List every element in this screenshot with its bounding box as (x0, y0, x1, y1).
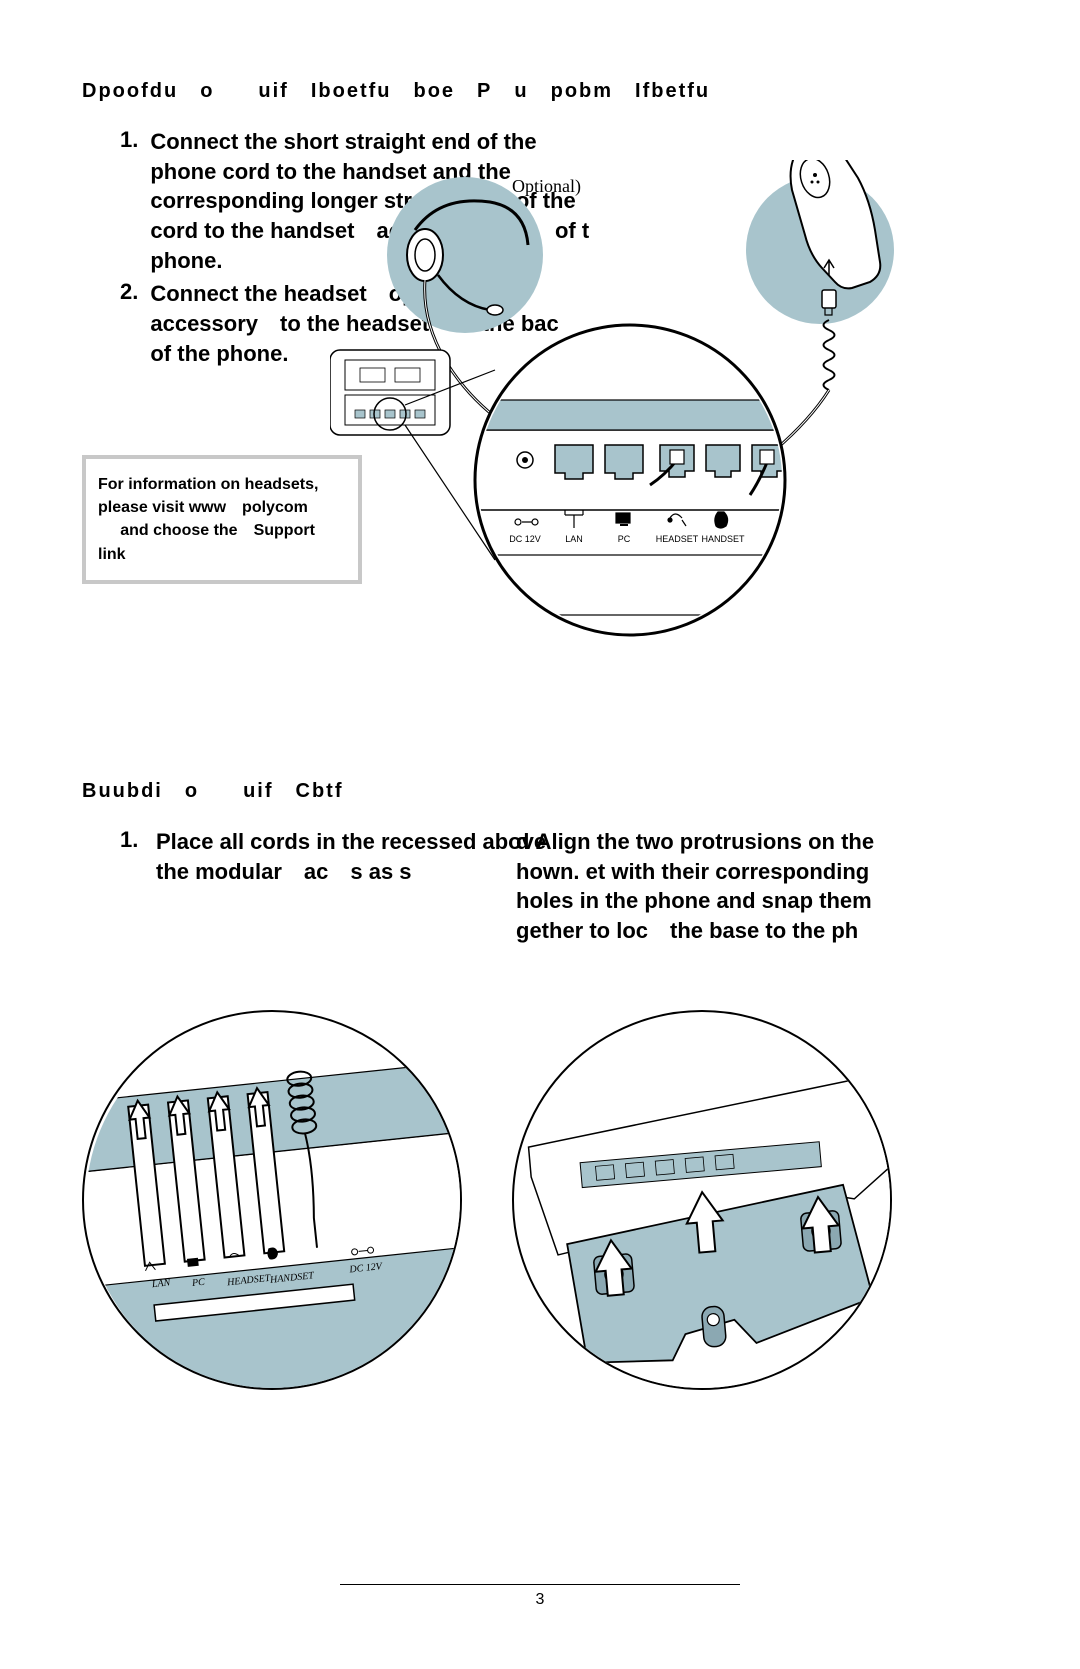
handset-headset-diagram: DC 12V LAN PC HEADSET HANDSET (330, 160, 1010, 640)
page-number: 3 (536, 1591, 545, 1608)
section1-title: Dpoofdu o uif Iboetfu boe P u pobm Ifbet… (82, 80, 1002, 103)
info-box-text: For information on headsets, please visi… (98, 476, 330, 563)
port-label: PC (618, 534, 631, 544)
port-label: HANDSET (701, 534, 745, 544)
section2-title: Buubdi o uif Cbtf (82, 780, 1002, 803)
base-attach-diagrams: LAN PC HEADSET HANDSET DC 12V (82, 1000, 1002, 1440)
port-label: LAN (565, 534, 583, 544)
port-label: DC 12V (509, 534, 541, 544)
headset-info-box: For information on headsets, please visi… (82, 455, 362, 584)
instruction-number: 1. (120, 827, 144, 946)
instruction-text: d Align the two protrusions on thehown. … (516, 829, 874, 943)
port-label: LAN (150, 1277, 172, 1290)
port-label: HEADSET (656, 534, 699, 544)
ports-magnified-icon: DC 12V LAN PC HEADSET HANDSET (475, 325, 786, 635)
base-snap-diagram (512, 1010, 892, 1390)
instruction-text: Place all cords in the recessed above th… (156, 829, 546, 884)
page-footer: 3 (0, 1584, 1080, 1609)
section2-instructions: 1. Place all cords in the recessed above… (120, 827, 1020, 946)
phone-back-small-icon (330, 350, 495, 560)
instruction-number: 1. (120, 127, 138, 275)
instruction-number: 2. (120, 279, 138, 368)
cord-recess-diagram: LAN PC HEADSET HANDSET DC 12V (82, 1010, 462, 1390)
port-label: PC (191, 1277, 206, 1289)
